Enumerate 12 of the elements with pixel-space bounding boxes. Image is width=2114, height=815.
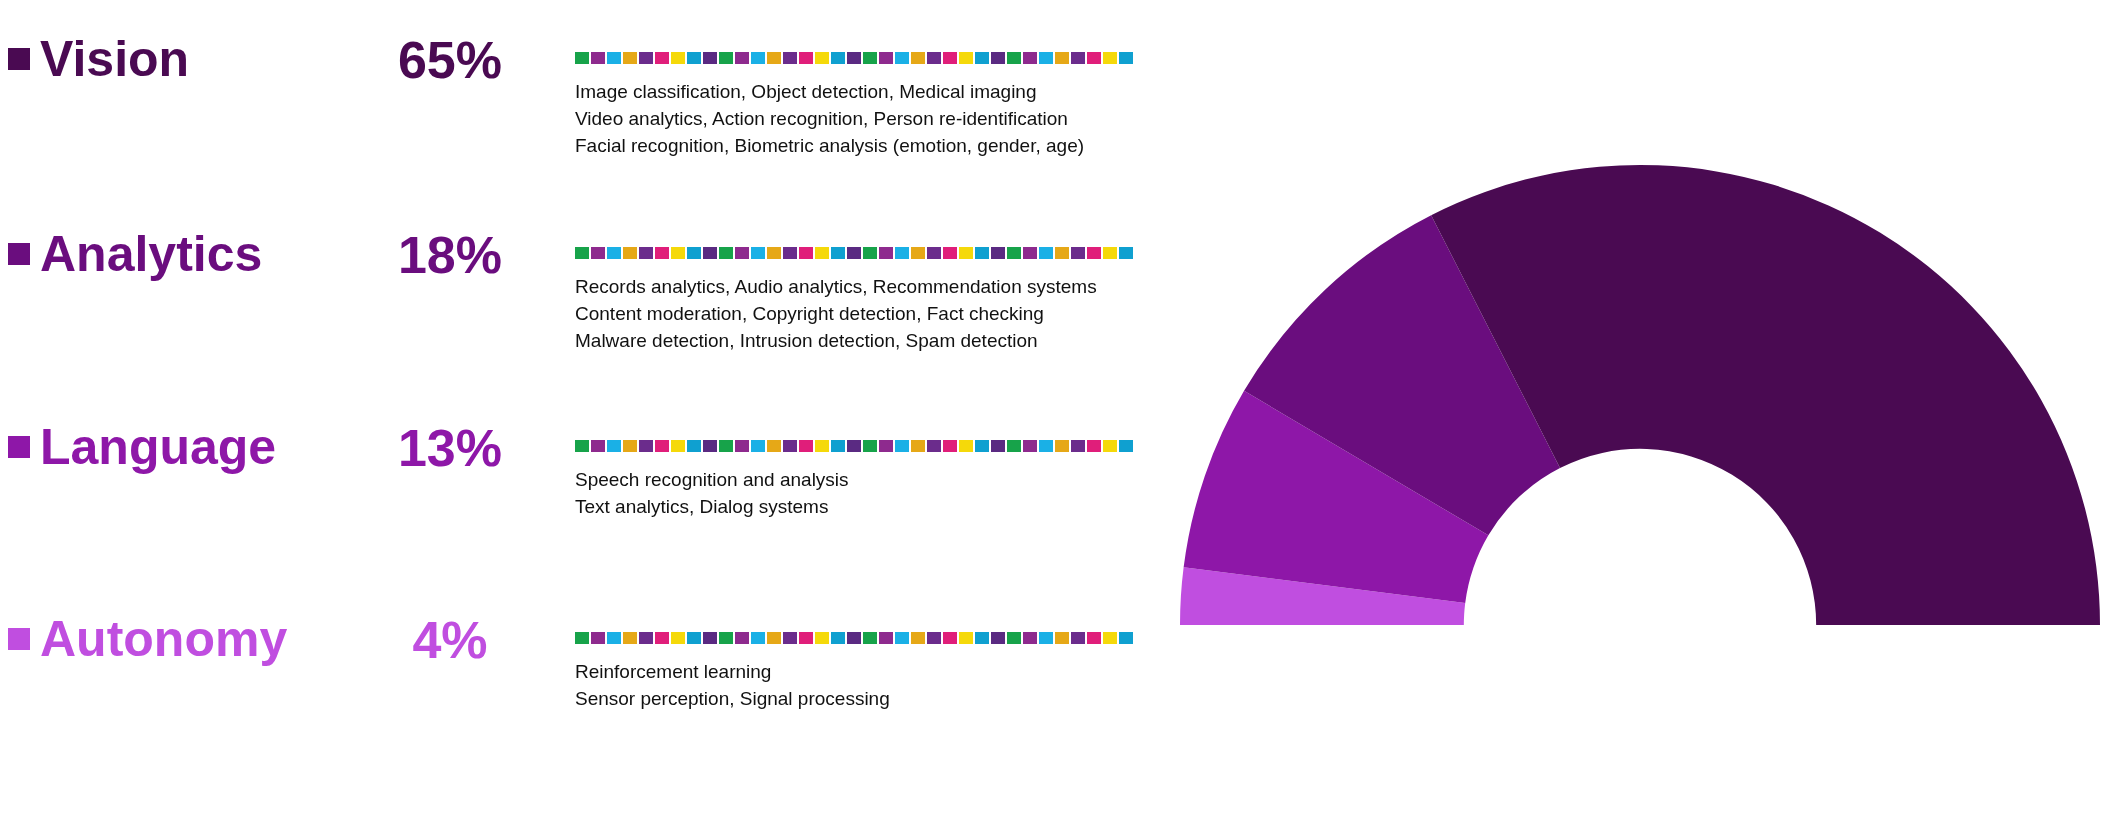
data-label: 18% (396, 225, 504, 285)
legend-label: Vision (40, 30, 190, 88)
legend-label: Language (40, 418, 277, 476)
data-label: 13% (396, 418, 504, 478)
text: Records analytics, Audio analytics, Recommendation systems Content moderation, Copyright detection, Fact checking Malware detection, Intrusion detection, Spam detection (575, 275, 1097, 353)
text: Speech recognition and analysis Text analytics, Dialog systems (575, 468, 849, 519)
data-label: 65% (396, 30, 504, 90)
legend-label: Autonomy (40, 610, 288, 668)
text: Image classification, Object detection, Medical imaging Video analytics, Action recognition, Person re-identification Facial recognition, Biometric analysis (emotion, gender, age) (575, 80, 1085, 158)
data-label: 4% (411, 610, 489, 670)
text: Reinforcement learning Sensor perception, Signal processing (575, 660, 890, 711)
legend-label: Analytics (40, 225, 263, 283)
